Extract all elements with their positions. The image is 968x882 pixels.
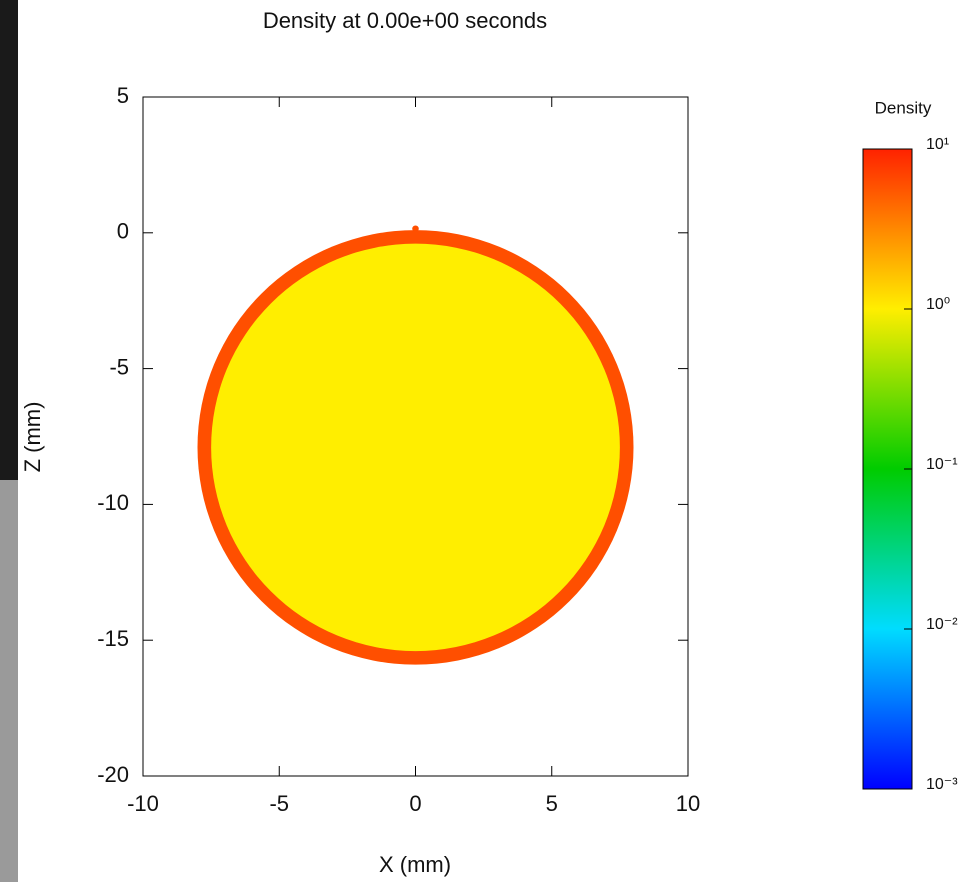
colorbar-tick-label: 10⁻³ <box>926 776 958 793</box>
y-tick-label: 5 <box>117 83 129 108</box>
y-tick-label: -5 <box>109 354 129 379</box>
x-tick-label: -10 <box>127 791 159 816</box>
background-strip <box>0 480 18 882</box>
y-tick-label: -10 <box>97 490 129 515</box>
x-axis-label: X (mm) <box>379 852 451 877</box>
y-tick-label: -15 <box>97 626 129 651</box>
colorbar-tick-label: 10⁻¹ <box>926 456 958 473</box>
x-tick-label: 5 <box>546 791 558 816</box>
x-tick-label: 0 <box>409 791 421 816</box>
colorbar <box>862 148 913 790</box>
y-tick-label: -20 <box>97 762 129 787</box>
colorbar-tick-label: 10⁰ <box>926 296 950 313</box>
density-region <box>412 225 419 232</box>
y-axis-label: Z (mm) <box>20 402 45 473</box>
chart-title: Density at 0.00e+00 seconds <box>263 8 547 33</box>
colorbar-title: Density <box>875 98 932 117</box>
x-tick-label: 10 <box>676 791 700 816</box>
x-tick-label: -5 <box>269 791 289 816</box>
density-region <box>211 243 620 652</box>
y-tick-label: 0 <box>117 219 129 244</box>
colorbar-tick-label: 10¹ <box>926 136 949 153</box>
colorbar-tick-label: 10⁻² <box>926 616 958 633</box>
